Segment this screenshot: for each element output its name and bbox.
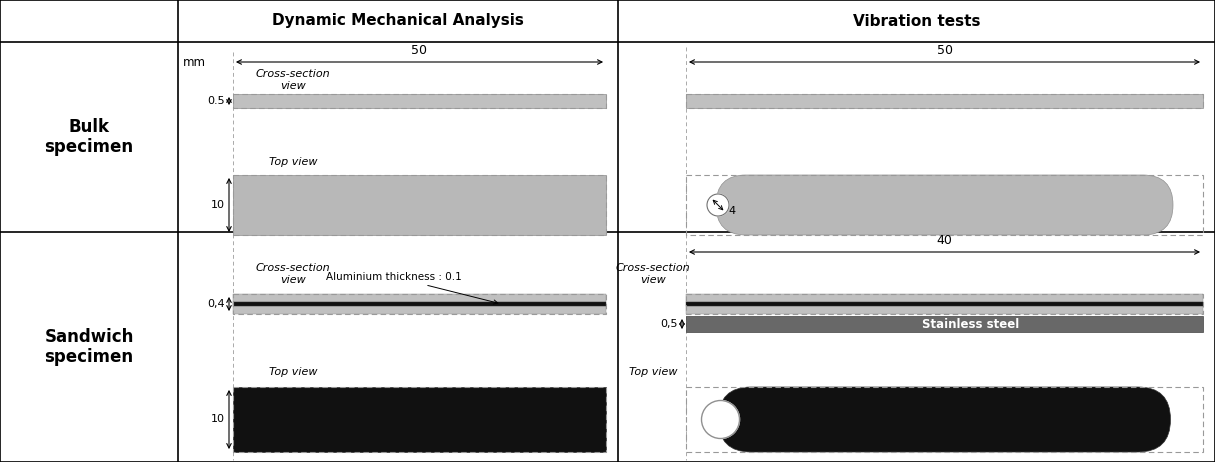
Bar — [686, 94, 1203, 108]
Bar — [686, 294, 1203, 302]
Text: Dynamic Mechanical Analysis: Dynamic Mechanical Analysis — [272, 13, 524, 29]
Text: Cross-section
view: Cross-section view — [616, 263, 690, 285]
FancyBboxPatch shape — [718, 387, 1170, 452]
Bar — [233, 387, 606, 452]
Bar — [686, 302, 1203, 306]
Text: Cross-section
view: Cross-section view — [255, 69, 330, 91]
Text: 40: 40 — [937, 234, 953, 247]
Bar — [686, 94, 1203, 108]
Bar — [686, 316, 1203, 332]
Bar — [686, 175, 1203, 235]
Text: Cross-section
view: Cross-section view — [255, 263, 330, 285]
Text: 10: 10 — [211, 414, 225, 425]
Text: Top view: Top view — [269, 367, 317, 377]
Text: 50: 50 — [412, 44, 428, 57]
Bar — [233, 306, 606, 314]
Text: 4: 4 — [729, 207, 735, 217]
Text: mm: mm — [183, 56, 207, 69]
Circle shape — [701, 401, 740, 438]
Bar — [233, 94, 606, 108]
Text: Top view: Top view — [628, 367, 677, 377]
Circle shape — [707, 194, 729, 216]
Bar — [233, 94, 606, 108]
Bar — [233, 294, 606, 302]
Text: Bulk
specimen: Bulk specimen — [45, 118, 134, 157]
FancyBboxPatch shape — [716, 175, 1172, 235]
Text: Stainless steel: Stainless steel — [922, 317, 1019, 330]
Bar — [233, 302, 606, 306]
Bar — [233, 175, 606, 235]
Text: 0,4: 0,4 — [208, 299, 225, 309]
Text: Vibration tests: Vibration tests — [853, 13, 981, 29]
Bar — [686, 294, 1203, 314]
Text: Sandwich
specimen: Sandwich specimen — [44, 328, 134, 366]
Bar — [686, 387, 1203, 452]
Text: 50: 50 — [937, 44, 953, 57]
Text: Top view: Top view — [269, 157, 317, 167]
Text: 10: 10 — [211, 200, 225, 210]
Text: 0,5: 0,5 — [661, 319, 678, 329]
Text: 0.5: 0.5 — [208, 96, 225, 106]
Text: Aluminium thickness : 0.1: Aluminium thickness : 0.1 — [327, 272, 498, 304]
Bar — [233, 175, 606, 235]
Bar — [233, 387, 606, 452]
Bar — [686, 306, 1203, 314]
Bar — [233, 294, 606, 314]
